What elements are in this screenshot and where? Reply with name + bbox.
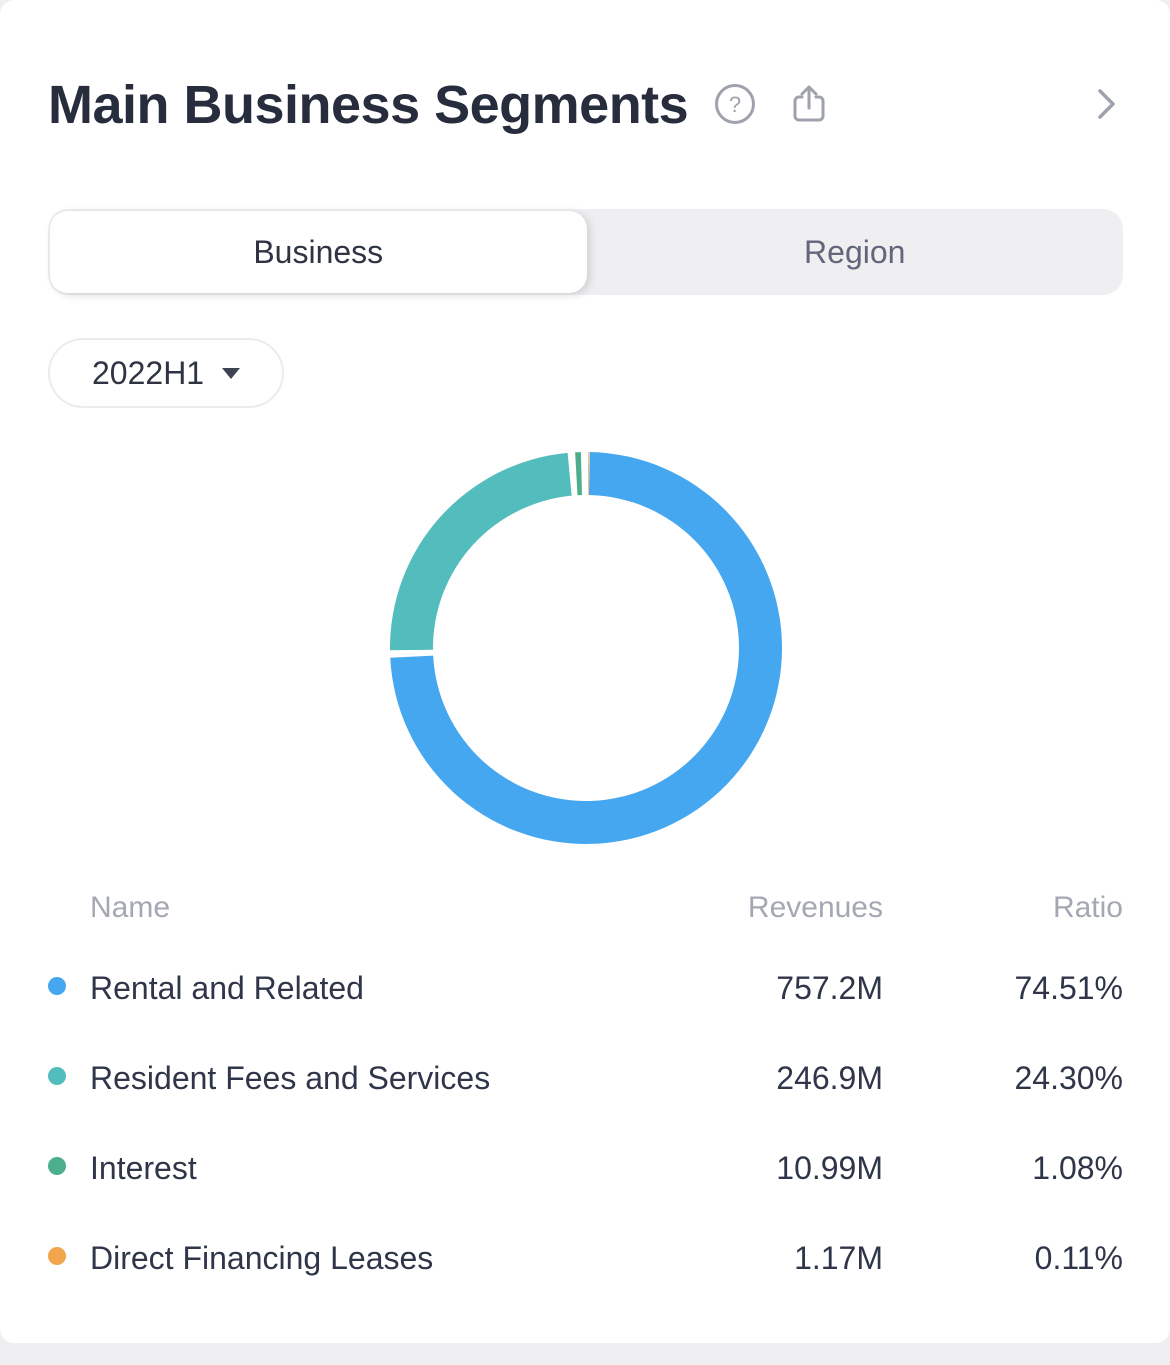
legend-dot [48,976,66,995]
column-header-name: Name [90,891,171,925]
segment-revenue: 10.99M [776,1149,883,1186]
share-export-icon [786,81,832,130]
chart-area [48,438,1123,863]
table-row: Rental and Related 757.2M 74.51% [48,943,1123,1033]
table-header-row: Name Revenues Ratio [48,873,1123,943]
table-row: Resident Fees and Services 246.9M 24.30% [48,1033,1123,1123]
segment-tabs: Business Region [48,209,1124,296]
help-button[interactable]: ? [714,83,756,128]
share-button[interactable] [786,81,832,130]
donut-segment-3[interactable] [587,452,589,496]
page-title: Main Business Segments [48,75,689,135]
segment-ratio: 0.11% [1034,1239,1123,1276]
table-body: Rental and Related 757.2M 74.51% Resident F… [48,943,1123,1303]
legend-dot [48,1246,66,1265]
header-icons: ? [714,81,832,130]
segment-revenue: 1.17M [794,1239,883,1276]
legend-dot [48,1156,66,1175]
donut-segment-2[interactable] [574,452,582,496]
expand-button[interactable] [1089,84,1123,127]
legend-dot [48,1066,66,1085]
chevron-right-icon [1089,84,1123,127]
segment-ratio: 1.08% [1032,1149,1123,1186]
period-value: 2022H1 [92,354,205,391]
column-header-ratio: Ratio [1052,891,1123,925]
tab-region[interactable]: Region [587,209,1124,295]
segment-name: Resident Fees and Services [90,1059,491,1096]
question-mark-circle-icon: ? [714,83,756,128]
segments-table: Name Revenues Ratio Rental and Related 75… [48,873,1123,1303]
card-header: Main Business Segments ? [48,0,1123,135]
segment-name: Rental and Related [90,969,364,1006]
segment-ratio: 24.30% [1014,1059,1123,1096]
segment-revenue: 246.9M [776,1059,883,1096]
segment-name: Direct Financing Leases [90,1239,434,1276]
column-header-revenues: Revenues [747,891,883,925]
svg-text:?: ? [729,92,741,117]
period-dropdown[interactable]: 2022H1 [48,338,285,409]
segment-ratio: 74.51% [1014,969,1123,1006]
table-row: Direct Financing Leases 1.17M 0.11% [48,1213,1123,1303]
segment-name: Interest [90,1149,197,1186]
table-row: Interest 10.99M 1.08% [48,1123,1123,1213]
donut-segment-1[interactable] [389,453,572,651]
tab-business[interactable]: Business [50,211,587,294]
donut-chart[interactable] [376,438,796,863]
caret-down-icon [220,365,242,381]
segment-revenue: 757.2M [776,969,883,1006]
